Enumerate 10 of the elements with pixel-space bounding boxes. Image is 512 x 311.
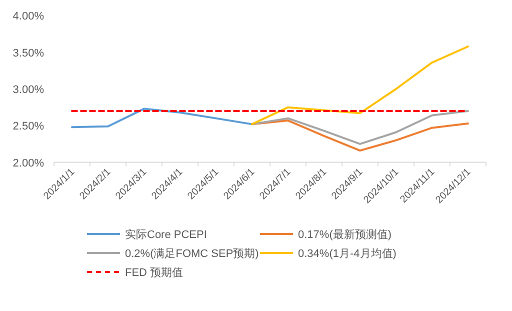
legend-label: 0.17%(最新预测值) (298, 228, 392, 241)
legend-label: 0.2%(满足FOMC SEP预期) (125, 247, 259, 260)
legend-label: FED 预期值 (125, 267, 184, 279)
y-tick-label: 3.00% (12, 84, 44, 96)
y-tick-label: 2.50% (12, 120, 44, 133)
y-tick-label: 3.50% (12, 47, 44, 60)
legend-label: 0.34%(1月-4月均值) (298, 248, 396, 260)
y-tick-label: 2.00% (12, 157, 44, 170)
y-tick-label: 4.00% (12, 10, 44, 23)
legend-label: 实际Core PCEPI (125, 228, 207, 241)
